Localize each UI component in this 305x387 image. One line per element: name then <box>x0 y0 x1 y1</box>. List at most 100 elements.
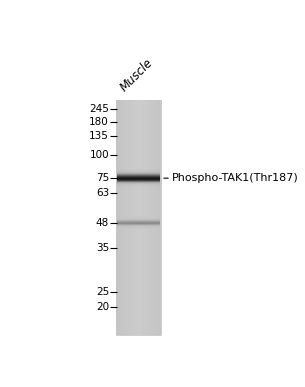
Bar <box>134 100 135 336</box>
Bar <box>153 100 154 336</box>
Bar <box>128 100 129 336</box>
Bar <box>117 224 160 225</box>
Bar <box>143 100 144 336</box>
Bar <box>117 180 160 182</box>
Bar <box>117 182 160 183</box>
Bar <box>117 170 160 171</box>
Bar <box>117 179 160 180</box>
Bar <box>117 172 160 173</box>
Bar <box>117 180 160 182</box>
Bar <box>136 100 137 336</box>
Text: 180: 180 <box>89 117 109 127</box>
Text: 135: 135 <box>89 132 109 141</box>
Bar <box>117 218 160 219</box>
Bar <box>117 221 160 223</box>
Bar <box>148 100 149 336</box>
Bar <box>117 183 160 184</box>
Bar <box>117 177 160 179</box>
Bar <box>117 175 160 177</box>
Bar <box>117 219 160 220</box>
Bar <box>117 175 160 176</box>
Bar <box>117 183 160 185</box>
Bar <box>117 178 160 180</box>
Text: Phospho-TAK1(Thr187): Phospho-TAK1(Thr187) <box>172 173 298 183</box>
Bar <box>117 228 160 229</box>
Bar <box>117 185 160 186</box>
Bar <box>117 217 160 219</box>
Bar <box>117 182 160 183</box>
Bar <box>117 175 160 176</box>
Bar <box>117 217 160 219</box>
Bar <box>117 176 160 178</box>
Text: 75: 75 <box>96 173 109 183</box>
Text: 100: 100 <box>89 150 109 160</box>
Bar <box>117 227 160 229</box>
Bar <box>117 100 118 336</box>
Bar <box>135 100 136 336</box>
Bar <box>154 100 155 336</box>
Bar <box>117 171 160 173</box>
Bar <box>117 218 160 220</box>
Bar <box>117 181 160 182</box>
Bar <box>133 100 134 336</box>
Bar <box>117 185 160 186</box>
Bar <box>117 222 160 224</box>
Bar <box>117 173 160 174</box>
Bar <box>117 181 160 182</box>
Bar <box>156 100 157 336</box>
Bar <box>117 172 160 173</box>
Bar <box>117 178 160 180</box>
Bar <box>149 100 150 336</box>
Bar <box>117 182 160 183</box>
Bar <box>123 100 124 336</box>
Bar <box>116 100 161 336</box>
Bar <box>117 226 160 228</box>
Bar <box>144 100 145 336</box>
Text: 245: 245 <box>89 104 109 114</box>
Bar <box>117 226 160 228</box>
Bar <box>117 216 160 217</box>
Bar <box>117 221 160 223</box>
Bar <box>117 225 160 226</box>
Bar <box>137 100 138 336</box>
Bar <box>117 171 160 172</box>
Bar <box>117 220 160 221</box>
Text: 63: 63 <box>96 188 109 198</box>
Bar <box>117 176 160 178</box>
Bar <box>117 183 160 185</box>
Bar <box>117 174 160 175</box>
Bar <box>138 100 139 336</box>
Bar <box>117 178 160 180</box>
Bar <box>117 170 160 171</box>
Bar <box>117 173 160 175</box>
Bar <box>117 185 160 187</box>
Bar <box>117 179 160 180</box>
Text: Muscle: Muscle <box>117 56 155 94</box>
Bar <box>117 225 160 226</box>
Bar <box>142 100 143 336</box>
Bar <box>117 180 160 182</box>
Bar <box>155 100 156 336</box>
Bar <box>117 224 160 225</box>
Bar <box>150 100 151 336</box>
Bar <box>117 177 160 178</box>
Text: 20: 20 <box>96 302 109 312</box>
Bar <box>117 217 160 218</box>
Bar <box>120 100 121 336</box>
Bar <box>117 217 160 219</box>
Bar <box>117 221 160 223</box>
Bar <box>117 184 160 185</box>
Bar <box>117 176 160 178</box>
Bar <box>158 100 159 336</box>
Bar <box>147 100 148 336</box>
Bar <box>117 219 160 221</box>
Bar <box>117 223 160 224</box>
Bar <box>117 224 160 226</box>
Bar <box>117 171 160 172</box>
Bar <box>127 100 128 336</box>
Bar <box>132 100 133 336</box>
Text: 48: 48 <box>96 218 109 228</box>
Bar <box>117 220 160 222</box>
Bar <box>152 100 153 336</box>
Bar <box>117 223 160 224</box>
